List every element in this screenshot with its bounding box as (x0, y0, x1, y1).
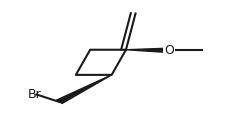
Polygon shape (126, 48, 169, 53)
Polygon shape (56, 75, 112, 103)
Text: O: O (164, 44, 174, 57)
Text: Br: Br (28, 88, 42, 101)
